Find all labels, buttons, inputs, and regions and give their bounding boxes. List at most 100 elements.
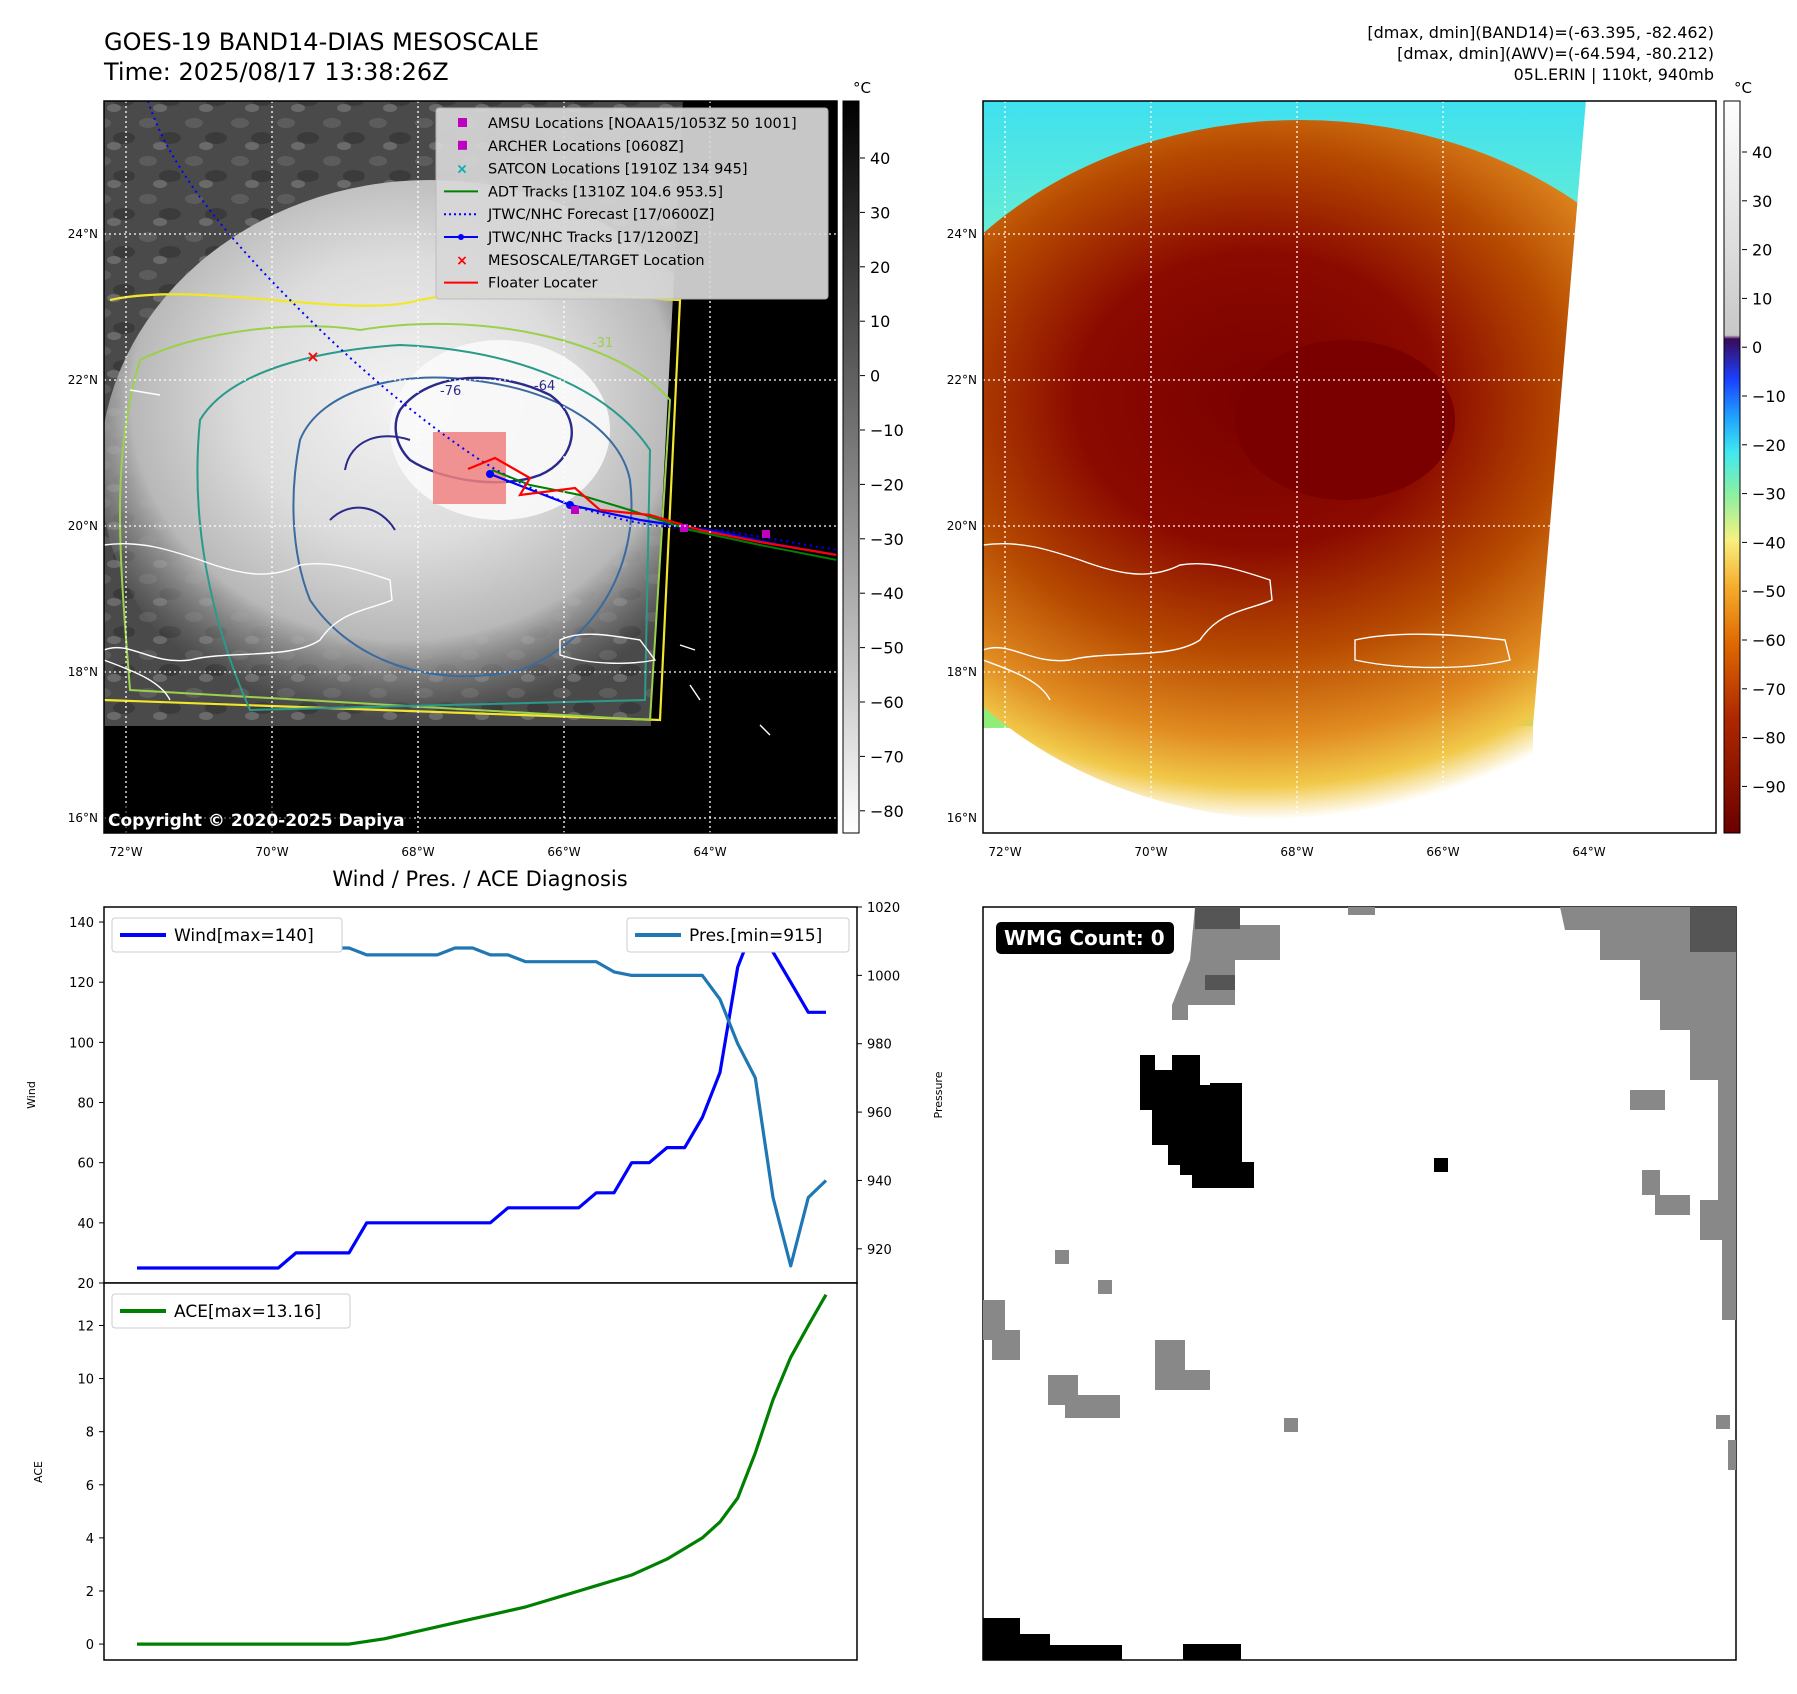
pressure-ytick-5: 920 (867, 1243, 892, 1258)
awv-lon-66: 66°W (1426, 845, 1459, 859)
wind-ytick-3: 80 (77, 1097, 94, 1112)
irCbTicks-tick-9: −50 (870, 639, 904, 658)
irCbTicks-tick-10: −60 (870, 693, 904, 712)
legend-swatch-6: × (456, 253, 468, 269)
wind-axis-label: Wind (25, 1081, 38, 1109)
irCbTicks-tick-6: −20 (870, 475, 904, 494)
wind-ytick-2: 100 (69, 1036, 94, 1051)
contour-label-31: -31 (592, 336, 613, 351)
awvCbTicks-tick-2: 20 (1752, 241, 1772, 260)
irCbTicks-tick-0: 40 (870, 149, 890, 168)
awv-lon-68: 68°W (1280, 845, 1313, 859)
awvCbTicks-tick-13: −90 (1752, 777, 1786, 796)
legend-label-5: JTWC/NHC Tracks [17/1200Z] (487, 230, 699, 246)
awv-colorbar (1723, 100, 1741, 834)
awvCbTicks-tick-8: −40 (1752, 533, 1786, 552)
awvCbTicks-tick-1: 30 (1752, 192, 1772, 211)
irCbTicks-tick-8: −40 (870, 584, 904, 603)
pressure-legend-label: Pres.[min=915] (689, 926, 822, 946)
ir-lat-16: 16°N (68, 811, 98, 825)
ir-lat-18: 18°N (68, 665, 98, 679)
irCbTicks-tick-3: 10 (870, 312, 890, 331)
awv-lat-16: 16°N (947, 811, 977, 825)
legend-label-3: ADT Tracks [1310Z 104.6 953.5] (488, 184, 723, 200)
awvCbTicks-tick-5: −10 (1752, 387, 1786, 406)
awvCbTicks-tick-7: −30 (1752, 485, 1786, 504)
ir-contours (104, 290, 682, 722)
figure-title: GOES-19 BAND14-DIAS MESOSCALE (104, 28, 539, 56)
awv-lon-labels: 72°W 70°W 68°W 66°W 64°W (988, 845, 1605, 859)
ir-legend (435, 107, 829, 300)
wind-legend (111, 917, 343, 953)
ace-legend (111, 1293, 351, 1329)
wmg-gray-blocks (983, 907, 1736, 1470)
legend-label-0: AMSU Locations [NOAA15/1053Z 50 1001] (488, 116, 797, 132)
ace-ytick-2: 8 (86, 1426, 94, 1441)
band14-minmax: [dmax, dmin](BAND14)=(-63.395, -82.462) (1367, 23, 1714, 42)
legend-swatch-2: × (456, 162, 468, 178)
awv-lat-20: 20°N (947, 519, 977, 533)
awvCbTicks-tick-10: −60 (1752, 631, 1786, 650)
ir-lon-labels: 72°W 70°W 68°W 66°W 64°W (109, 845, 726, 859)
ace-series-line (137, 1293, 828, 1646)
legend-label-7: Floater Locater (488, 276, 597, 292)
legend-label-2: SATCON Locations [1910Z 134 945] (488, 162, 747, 178)
diagnosis-title: Wind / Pres. / ACE Diagnosis (332, 867, 627, 891)
ir-map-panel: -31 -64 -76 × (68, 79, 904, 859)
ir-lat-20: 20°N (68, 519, 98, 533)
ir-lat-labels: 24°N 22°N 20°N 18°N 16°N (68, 227, 98, 825)
irCbTicks-tick-7: −30 (870, 530, 904, 549)
awv-lon-72: 72°W (988, 845, 1021, 859)
wind-legend-label: Wind[max=140] (174, 926, 314, 946)
wind-ytick-1: 120 (69, 976, 94, 991)
awv-colorbar-ticks: 40 30 20 10 0 −10 −20 −30 −40 −50 −60 −70 −80 −90 (1742, 143, 1786, 796)
svg-text:×: × (306, 347, 319, 366)
ir-legend-rows: AMSU Locations [NOAA15/1053Z 50 1001] ARC… (444, 116, 797, 292)
awv-coastlines (983, 542, 1511, 701)
ace-ytick-0: 12 (77, 1319, 94, 1334)
pressure-ytick-0: 1020 (867, 901, 900, 916)
wind-pressure-chart: 140 120 100 80 60 40 20 1020 1000 980 960 940 920 Wi… (25, 901, 945, 1292)
ace-chart: 12 10 8 6 4 2 0 ACE ACE[max=13.16] (32, 1282, 858, 1661)
awv-lat-22: 22°N (947, 373, 977, 387)
awvCbTicks-tick-3: 10 (1752, 289, 1772, 308)
wmg-black-blocks (983, 1055, 1448, 1660)
pressure-ytick-1: 1000 (867, 969, 900, 984)
wind-series-line (137, 920, 826, 1270)
ace-legend-label: ACE[max=13.16] (174, 1302, 321, 1322)
ir-lon-68: 68°W (401, 845, 434, 859)
legend-swatch-0 (458, 118, 467, 127)
ir-lon-64: 64°W (693, 845, 726, 859)
ace-ytick-4: 4 (86, 1532, 94, 1547)
legend-label-1: ARCHER Locations [0608Z] (488, 139, 684, 155)
awvCbTicks-tick-0: 40 (1752, 143, 1772, 162)
awv-map-panel: 24°N 22°N 20°N 18°N 16°N 72°W 70°W 68°W … (947, 79, 1786, 859)
contour-label-64: -64 (534, 379, 555, 394)
ace-ytick-1: 10 (77, 1373, 94, 1388)
legend-swatch-1 (458, 140, 467, 150)
wind-ytick-5: 40 (77, 1217, 94, 1232)
wind-ytick-0: 140 (69, 916, 94, 931)
ir-lon-70: 70°W (255, 845, 288, 859)
wmg-count: WMG Count: 0 (1004, 926, 1165, 950)
copyright: Copyright © 2020-2025 Dapiya (108, 811, 405, 831)
awv-colorbar-unit: °C (1734, 79, 1752, 97)
irCbTicks-tick-1: 30 (870, 203, 890, 222)
awv-lat-labels: 24°N 22°N 20°N 18°N 16°N (947, 227, 977, 825)
wmg-panel: WMG Count: 0 (982, 906, 1737, 1661)
ace-axis-label: ACE (32, 1461, 45, 1483)
ace-ytick-3: 6 (86, 1479, 94, 1494)
awvCbTicks-tick-9: −50 (1752, 582, 1786, 601)
ir-colorbar-unit: °C (853, 79, 871, 97)
pressure-axis-label: Pressure (932, 1071, 945, 1118)
awv-gridlines (983, 101, 1716, 833)
awvCbTicks-tick-4: 0 (1752, 338, 1762, 357)
ir-lat-22: 22°N (68, 373, 98, 387)
ir-colorbar (842, 100, 860, 834)
storm-info: 05L.ERIN | 110kt, 940mb (1514, 65, 1714, 84)
pressure-ytick-3: 960 (867, 1106, 892, 1121)
wind-ytick-6: 20 (77, 1277, 94, 1292)
ir-lat-24: 24°N (68, 227, 98, 241)
awvCbTicks-tick-12: −80 (1752, 729, 1786, 748)
